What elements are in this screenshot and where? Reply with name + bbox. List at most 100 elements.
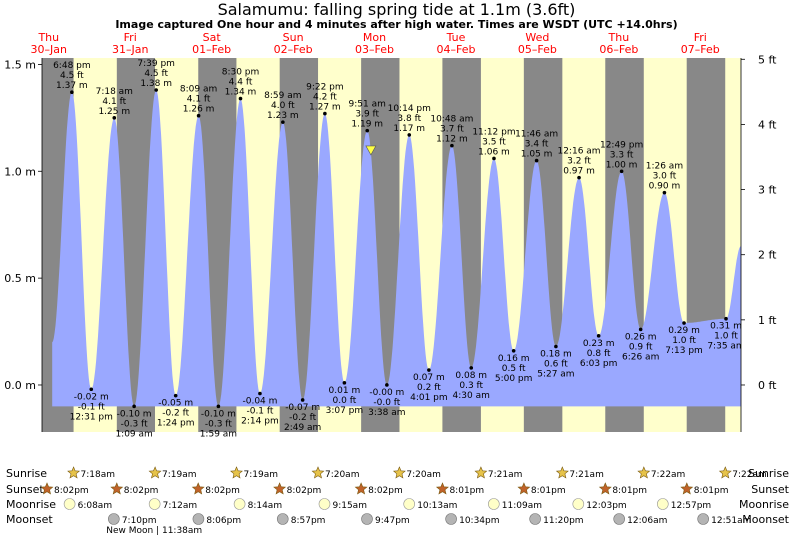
high-tide-ft-label-23: 3.4 ft xyxy=(525,140,549,150)
day-name-label-8: Fri xyxy=(694,31,707,44)
low-tide-time-label-26: 6:03 pm xyxy=(580,359,618,369)
tide-point-24 xyxy=(554,344,558,349)
low-tide-m-label-10: -0.04 m xyxy=(242,397,277,407)
high-tide-ft-label-19: 3.7 ft xyxy=(440,125,464,135)
moonrise-time-2: 8:14am xyxy=(248,501,283,511)
day-date-label-3: 02–Feb xyxy=(274,43,313,56)
high-tide-time-label-19: 10:48 am xyxy=(430,115,473,125)
sunrise-icon-4 xyxy=(392,466,406,479)
tide-point-7 xyxy=(196,113,201,118)
moonset-icon-2 xyxy=(276,513,289,525)
tide-point-22 xyxy=(511,348,516,353)
moonrise-icon-7 xyxy=(656,498,669,510)
tide-point-15 xyxy=(365,128,370,133)
low-tide-time-label-4: 1:09 am xyxy=(115,429,152,439)
high-tide-ft-label-27: 3.3 ft xyxy=(610,150,634,160)
high-tide-m-label-11: 1.23 m xyxy=(267,111,299,121)
y-tick-label-m-1: 0.5 m xyxy=(4,272,36,285)
y-tick-label-m-3: 1.5 m xyxy=(4,58,36,71)
low-tide-m-label-30: 0.29 m xyxy=(668,326,700,336)
tide-point-19 xyxy=(450,143,454,148)
high-tide-ft-label-11: 4.0 ft xyxy=(271,101,295,111)
low-tide-time-label-22: 5:00 pm xyxy=(495,374,533,384)
sunset-icon-0 xyxy=(40,482,54,495)
low-tide-m-label-28: 0.26 m xyxy=(625,332,657,342)
high-tide-m-label-25: 0.97 m xyxy=(563,167,595,177)
low-tide-time-label-20: 4:30 am xyxy=(453,391,490,401)
tide-point-17 xyxy=(407,133,412,137)
high-tide-m-label-15: 1.19 m xyxy=(351,120,383,130)
low-tide-ft-label-2: -0.1 ft xyxy=(78,402,105,412)
day-name-label-5: Tue xyxy=(446,31,466,44)
tide-point-1 xyxy=(70,90,74,94)
tide-point-21 xyxy=(492,156,496,161)
sunset-icon-7 xyxy=(598,482,612,495)
low-tide-m-label-14: 0.01 m xyxy=(329,386,361,396)
low-tide-time-label-31: 7:35 am xyxy=(707,342,744,352)
sunrise-icon-3 xyxy=(311,466,325,479)
moonset-time-6: 12:06am xyxy=(627,516,667,526)
low-tide-ft-label-30: 1.0 ft xyxy=(672,336,696,346)
tide-point-25 xyxy=(577,175,581,180)
low-tide-ft-label-22: 0.5 ft xyxy=(502,364,526,374)
high-tide-time-label-9: 8:30 pm xyxy=(222,68,260,78)
row-label-sunrise-left: Sunrise xyxy=(6,467,47,480)
sunset-icon-5 xyxy=(435,482,449,495)
low-tide-ft-label-26: 0.8 ft xyxy=(587,349,611,359)
tide-point-6 xyxy=(173,393,178,398)
sunrise-icon-8 xyxy=(718,466,732,479)
low-tide-ft-label-6: -0.2 ft xyxy=(162,409,189,419)
high-tide-m-label-1: 1.37 m xyxy=(56,81,88,91)
high-tide-m-label-19: 1.12 m xyxy=(436,135,468,145)
tide-point-3 xyxy=(112,116,117,120)
high-tide-time-label-1: 6:48 pm xyxy=(53,61,91,71)
y-tick-label-m-0: 0.0 m xyxy=(4,379,36,392)
tide-point-20 xyxy=(469,366,474,370)
low-tide-m-label-8: -0.10 m xyxy=(201,409,236,419)
sunset-icon-2 xyxy=(191,482,205,495)
high-tide-ft-label-1: 4.5 ft xyxy=(60,71,84,81)
sunrise-icon-6 xyxy=(555,466,569,479)
current-tide-marker xyxy=(365,145,377,156)
low-tide-m-label-31: 0.31 m xyxy=(710,322,742,332)
moonset-icon-7 xyxy=(697,513,709,525)
tide-point-4 xyxy=(132,404,136,409)
low-tide-m-label-12: -0.07 m xyxy=(285,403,320,413)
sunset-time-1: 8:02pm xyxy=(124,486,159,496)
low-tide-ft-label-14: 0.0 ft xyxy=(333,396,357,406)
day-date-label-0: 30–Jan xyxy=(31,43,67,56)
low-tide-time-label-24: 5:27 am xyxy=(537,370,574,380)
low-tide-ft-label-28: 0.9 ft xyxy=(629,342,653,352)
moonset-time-5: 11:20pm xyxy=(543,516,583,526)
day-name-label-3: Sun xyxy=(283,31,304,44)
high-tide-time-label-27: 12:49 pm xyxy=(600,140,643,150)
day-date-label-7: 06–Feb xyxy=(599,43,638,56)
y-tick-label-ft-3: 3 ft xyxy=(758,184,777,197)
high-tide-time-label-21: 11:12 pm xyxy=(472,127,515,137)
row-label-moonset-left: Moonset xyxy=(6,513,53,526)
high-tide-m-label-29: 0.90 m xyxy=(649,182,681,192)
row-label-moonrise-left: Moonrise xyxy=(6,498,56,511)
y-tick-label-ft-5: 5 ft xyxy=(758,53,777,66)
day-date-label-8: 07–Feb xyxy=(681,43,720,56)
high-tide-time-label-13: 9:22 pm xyxy=(306,83,344,93)
y-tick-label-ft-2: 2 ft xyxy=(758,249,777,262)
low-tide-time-label-18: 4:01 pm xyxy=(410,393,448,403)
high-tide-m-label-7: 1.26 m xyxy=(183,105,215,115)
low-tide-time-label-2: 12:31 pm xyxy=(70,412,113,422)
low-tide-ft-label-18: 0.2 ft xyxy=(417,383,441,393)
moonset-icon-3 xyxy=(361,513,373,525)
tide-point-14 xyxy=(342,381,347,385)
high-tide-ft-label-13: 4.2 ft xyxy=(313,93,337,103)
tide-point-27 xyxy=(619,169,624,174)
moonset-icon-0 xyxy=(108,513,120,525)
high-tide-ft-label-21: 3.5 ft xyxy=(482,137,506,147)
sunrise-time-0: 7:18am xyxy=(81,470,116,480)
tide-point-9 xyxy=(238,96,243,101)
sunrise-time-8: 7:22am xyxy=(732,470,767,480)
day-date-label-1: 31–Jan xyxy=(112,43,148,56)
sunrise-time-5: 7:21am xyxy=(488,470,522,480)
row-label-sunset-right: Sunset xyxy=(751,483,789,496)
y-tick-label-m-2: 1.0 m xyxy=(4,165,36,178)
